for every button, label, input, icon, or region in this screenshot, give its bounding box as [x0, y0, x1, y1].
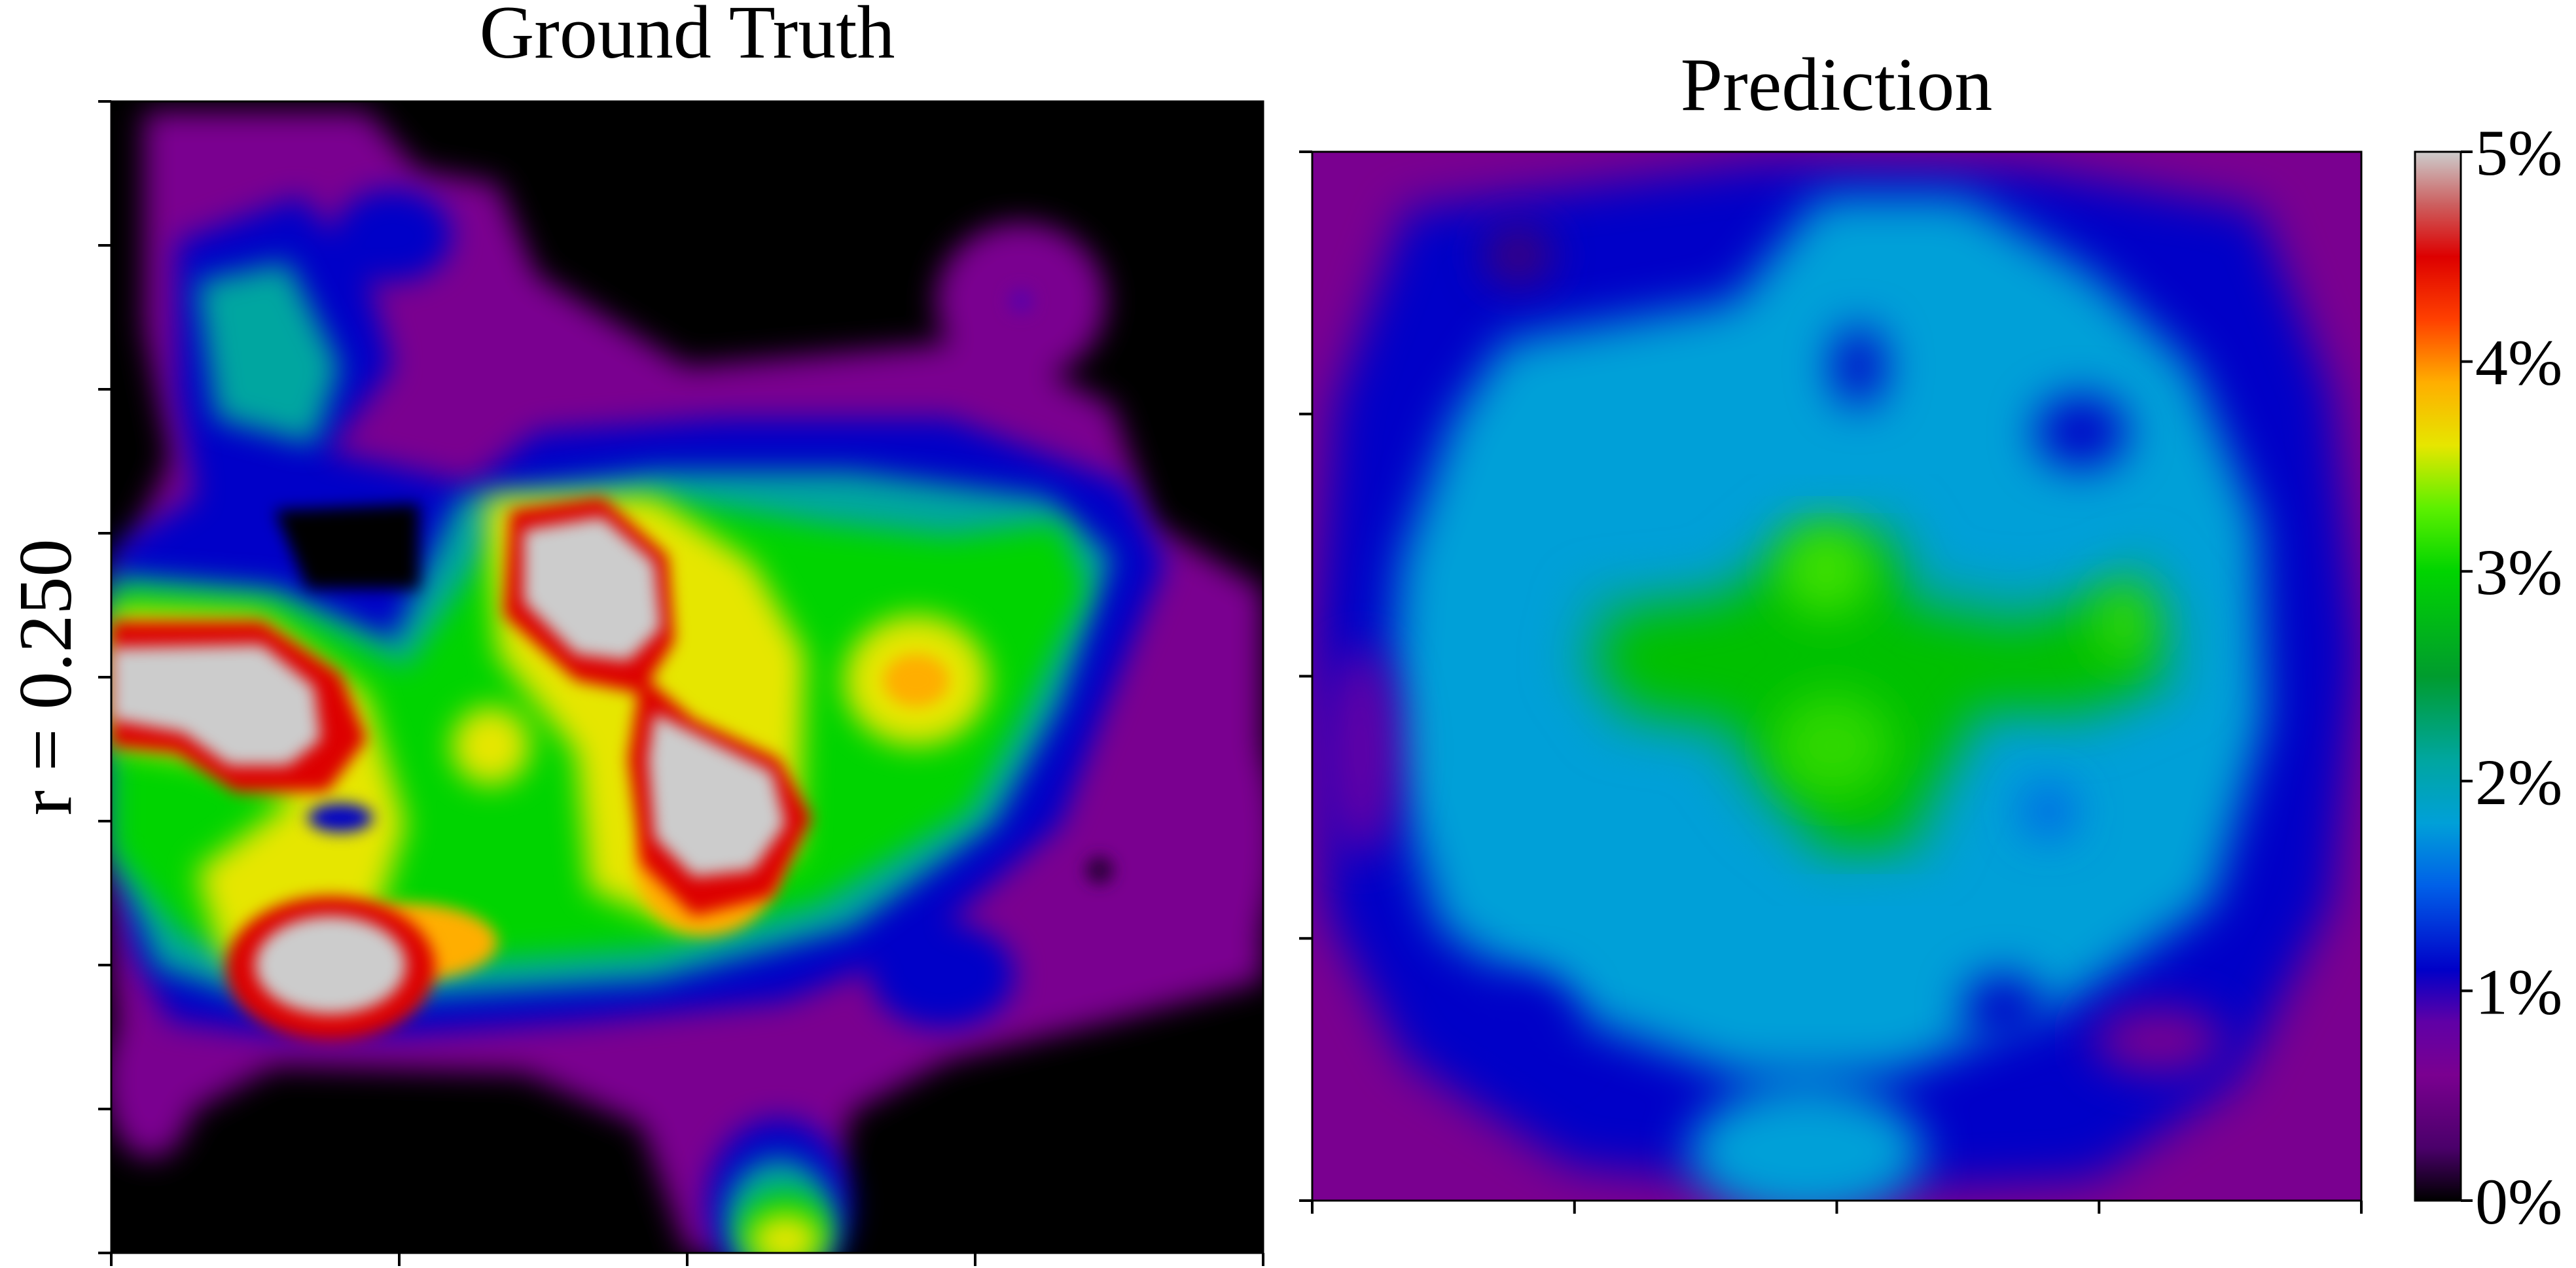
heatmap-prediction: [1312, 152, 2361, 1201]
row-label: r = 0.250: [4, 538, 88, 815]
colorbar-tick-label: 0%: [2475, 1165, 2562, 1238]
colorbar-ticks: 0% 1% 2% 3% 4% 5%: [2461, 116, 2562, 1238]
colorbar-tick-label: 5%: [2475, 116, 2562, 189]
colorbar-tick-label: 2%: [2475, 746, 2562, 819]
heatmap-ground-truth: [111, 101, 1263, 1253]
panel-title-prediction: Prediction: [1681, 43, 1993, 127]
colorbar-tick-label: 1%: [2475, 955, 2562, 1028]
colorbar: [2414, 150, 2462, 1202]
axis-ticks-prediction: [1299, 150, 2363, 1214]
colorbar-tick-label: 3%: [2475, 536, 2562, 608]
colorbar-tick-label: 4%: [2475, 326, 2562, 399]
panel-title-ground-truth: Ground Truth: [480, 0, 895, 75]
axis-ticks-ground-truth: [98, 100, 1264, 1266]
